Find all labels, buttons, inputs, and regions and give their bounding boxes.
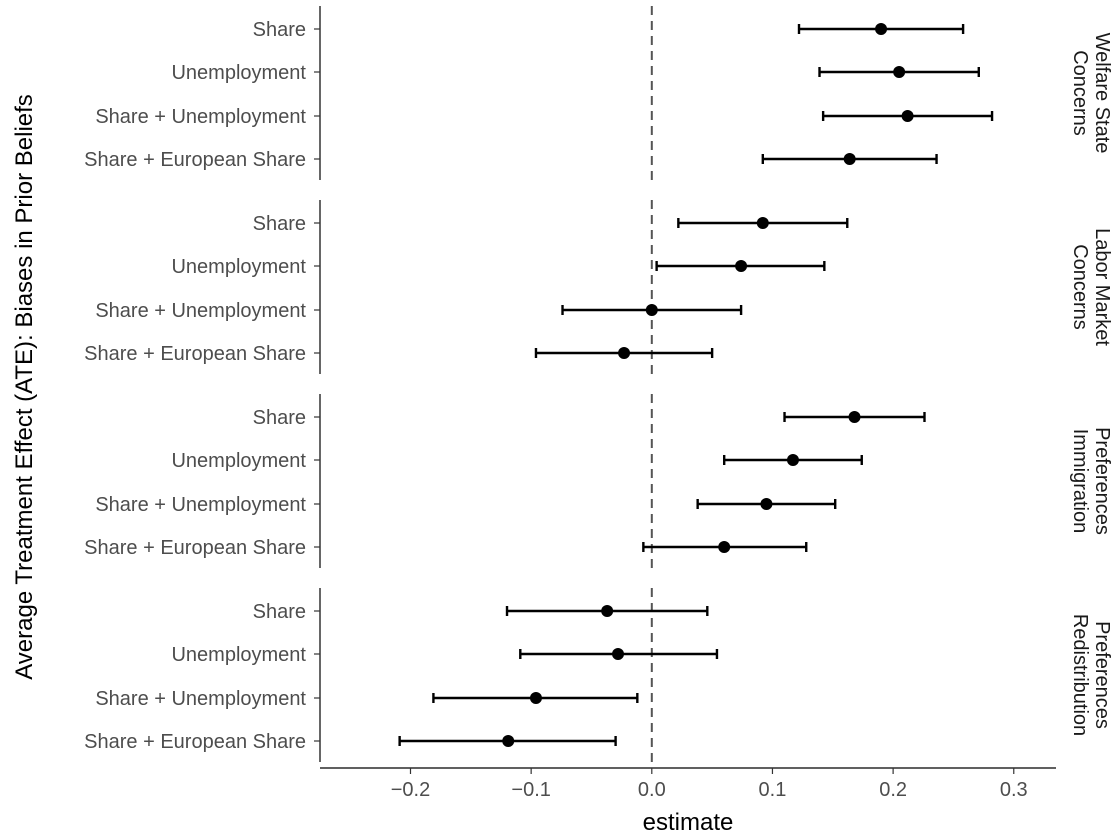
x-tick-label: 0.3 <box>1000 779 1028 801</box>
facet-label-line: Immigration <box>1069 429 1091 533</box>
point-estimate <box>718 541 731 553</box>
point-estimate <box>901 110 914 122</box>
y-tick-label: Share <box>253 19 306 41</box>
point-estimate <box>612 648 625 660</box>
x-axis: −0.2 −0.1 0.0 0.1 0.2 0.3 <box>320 767 1056 801</box>
point-estimate <box>848 411 861 423</box>
y-tick-label: Share + Unemployment <box>95 106 306 128</box>
y-tick-label: Share + European Share <box>84 731 306 753</box>
facet-label-line: Preferences <box>1091 427 1113 535</box>
y-tick-label: Share + European Share <box>84 343 306 365</box>
facet-label-line: Labor Market <box>1091 228 1113 346</box>
x-tick-label: 0.2 <box>879 779 907 801</box>
y-tick-label: Share + Unemployment <box>95 494 306 516</box>
facet-label: PreferencesImmigration <box>1069 427 1113 535</box>
facet-label-line: Redistribution <box>1069 614 1091 736</box>
point-estimate <box>760 498 773 510</box>
x-tick-label: −0.1 <box>511 779 550 801</box>
point-estimate <box>618 347 631 359</box>
facet-panel: Share Unemployment Share + Unemployment Sha… <box>84 394 1113 568</box>
point-estimate <box>756 217 769 229</box>
y-tick-label: Unemployment <box>171 644 306 666</box>
x-tick-label: 0.0 <box>638 779 666 801</box>
x-axis-title: estimate <box>643 809 734 836</box>
y-tick-label: Unemployment <box>171 256 306 278</box>
y-tick-label: Share + European Share <box>84 149 306 171</box>
facet-panel: Share Unemployment Share + Unemployment Sha… <box>84 200 1113 374</box>
facet-label: Labor MarketConcerns <box>1069 228 1113 346</box>
y-tick-label: Share <box>253 213 306 235</box>
point-estimate <box>735 260 748 272</box>
facet-label-line: Preferences <box>1091 621 1113 729</box>
y-axis-title: Average Treatment Effect (ATE): Biases i… <box>11 94 38 680</box>
y-tick-label: Share <box>253 407 306 429</box>
y-tick-label: Share <box>253 601 306 623</box>
point-estimate <box>786 454 799 466</box>
y-tick-label: Share + European Share <box>84 537 306 559</box>
point-estimate <box>645 304 658 316</box>
y-tick-label: Share + Unemployment <box>95 688 306 710</box>
x-tick-label: −0.2 <box>391 779 430 801</box>
point-estimate <box>893 66 906 78</box>
point-estimate <box>601 605 614 617</box>
y-tick-label: Unemployment <box>171 62 306 84</box>
y-tick-label: Share + Unemployment <box>95 300 306 322</box>
facet-label-line: Concerns <box>1069 244 1091 330</box>
y-tick-label: Unemployment <box>171 450 306 472</box>
x-tick-label: 0.1 <box>759 779 787 801</box>
point-estimate <box>529 692 542 704</box>
facet-label-line: Welfare State <box>1091 33 1113 154</box>
facet-panel: Share Unemployment Share + Unemployment Sha… <box>84 588 1113 762</box>
point-estimate <box>875 23 888 35</box>
point-estimate <box>502 735 515 747</box>
facet-label: PreferencesRedistribution <box>1069 614 1113 736</box>
facet-panel: Share Unemployment Share + Unemployment Sha… <box>84 6 1113 180</box>
point-estimate <box>843 153 856 165</box>
facet-label: Welfare StateConcerns <box>1069 33 1113 154</box>
facet-panels: Share Unemployment Share + Unemployment Sha… <box>84 6 1113 762</box>
facet-label-line: Concerns <box>1069 50 1091 136</box>
